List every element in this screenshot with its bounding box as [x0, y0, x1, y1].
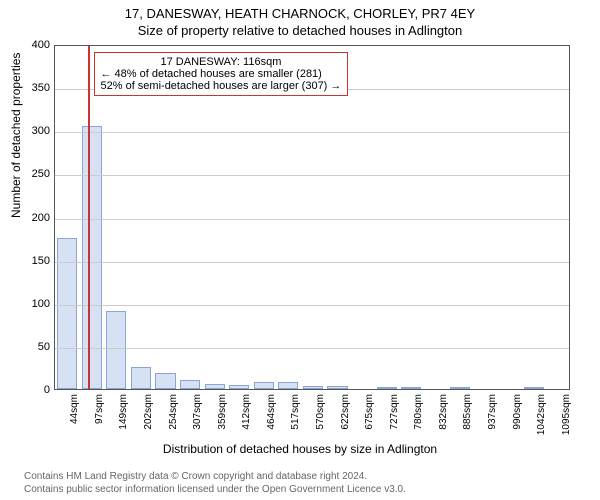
x-tick-label: 1042sqm: [536, 394, 547, 435]
reference-marker-line: [88, 46, 90, 389]
histogram-bar: [524, 387, 544, 389]
histogram-bar: [450, 387, 470, 389]
histogram-bar: [205, 384, 225, 389]
histogram-bar: [377, 387, 397, 389]
y-tick-label: 50: [38, 341, 50, 353]
x-tick-label: 464sqm: [266, 394, 277, 430]
x-tick-label: 254sqm: [168, 394, 179, 430]
annotation-box: 17 DANESWAY: 116sqm ← 48% of detached ho…: [94, 52, 349, 96]
x-tick-label: 832sqm: [438, 394, 449, 430]
y-tick-label: 350: [32, 82, 50, 94]
histogram-bar: [106, 311, 126, 389]
annotation-line1: 17 DANESWAY: 116sqm: [101, 56, 342, 68]
footnote-line2: Contains public sector information licen…: [24, 484, 406, 497]
histogram-bar: [278, 382, 298, 389]
histogram-bar: [327, 386, 347, 389]
histogram-bar: [229, 385, 249, 389]
y-tick-label: 200: [32, 212, 50, 224]
x-tick-label: 1095sqm: [561, 394, 572, 435]
footnote: Contains HM Land Registry data © Crown c…: [24, 471, 406, 496]
y-tick-label: 150: [32, 255, 50, 267]
footnote-line1: Contains HM Land Registry data © Crown c…: [24, 471, 406, 484]
y-tick-label: 250: [32, 168, 50, 180]
histogram-bar: [82, 126, 102, 389]
x-tick-label: 359sqm: [217, 394, 228, 430]
x-tick-label: 97sqm: [94, 394, 105, 424]
x-tick-label: 44sqm: [69, 394, 80, 424]
histogram-bar: [155, 373, 175, 389]
annotation-line2: ← 48% of detached houses are smaller (28…: [101, 68, 342, 80]
x-tick-label: 307sqm: [192, 394, 203, 430]
chart-area: 17 DANESWAY: 116sqm ← 48% of detached ho…: [54, 45, 570, 390]
plot-area: 17 DANESWAY: 116sqm ← 48% of detached ho…: [54, 45, 570, 390]
y-tick-label: 300: [32, 125, 50, 137]
y-axis-label: Number of detached properties: [9, 53, 23, 218]
x-tick-label: 149sqm: [118, 394, 129, 430]
page-title-line2: Size of property relative to detached ho…: [0, 21, 600, 38]
x-axis-label: Distribution of detached houses by size …: [0, 442, 600, 456]
x-tick-label: 517sqm: [290, 394, 301, 430]
x-tick-label: 622sqm: [340, 394, 351, 430]
x-tick-label: 727sqm: [389, 394, 400, 430]
x-tick-label: 675sqm: [364, 394, 375, 430]
x-tick-label: 990sqm: [512, 394, 523, 430]
annotation-line3: 52% of semi-detached houses are larger (…: [101, 80, 342, 92]
x-tick-label: 780sqm: [413, 394, 424, 430]
page-title-line1: 17, DANESWAY, HEATH CHARNOCK, CHORLEY, P…: [0, 0, 600, 21]
x-tick-label: 885sqm: [462, 394, 473, 430]
x-tick-label: 202sqm: [143, 394, 154, 430]
histogram-bar: [131, 367, 151, 389]
histogram-bar: [254, 382, 274, 389]
x-tick-label: 570sqm: [315, 394, 326, 430]
y-tick-label: 0: [44, 384, 50, 396]
x-tick-label: 937sqm: [487, 394, 498, 430]
histogram-bar: [401, 387, 421, 389]
histogram-bar: [303, 386, 323, 389]
x-tick-label: 412sqm: [241, 394, 252, 430]
bars-container: [55, 46, 569, 389]
y-tick-label: 100: [32, 298, 50, 310]
y-tick-label: 400: [32, 39, 50, 51]
histogram-bar: [180, 380, 200, 389]
